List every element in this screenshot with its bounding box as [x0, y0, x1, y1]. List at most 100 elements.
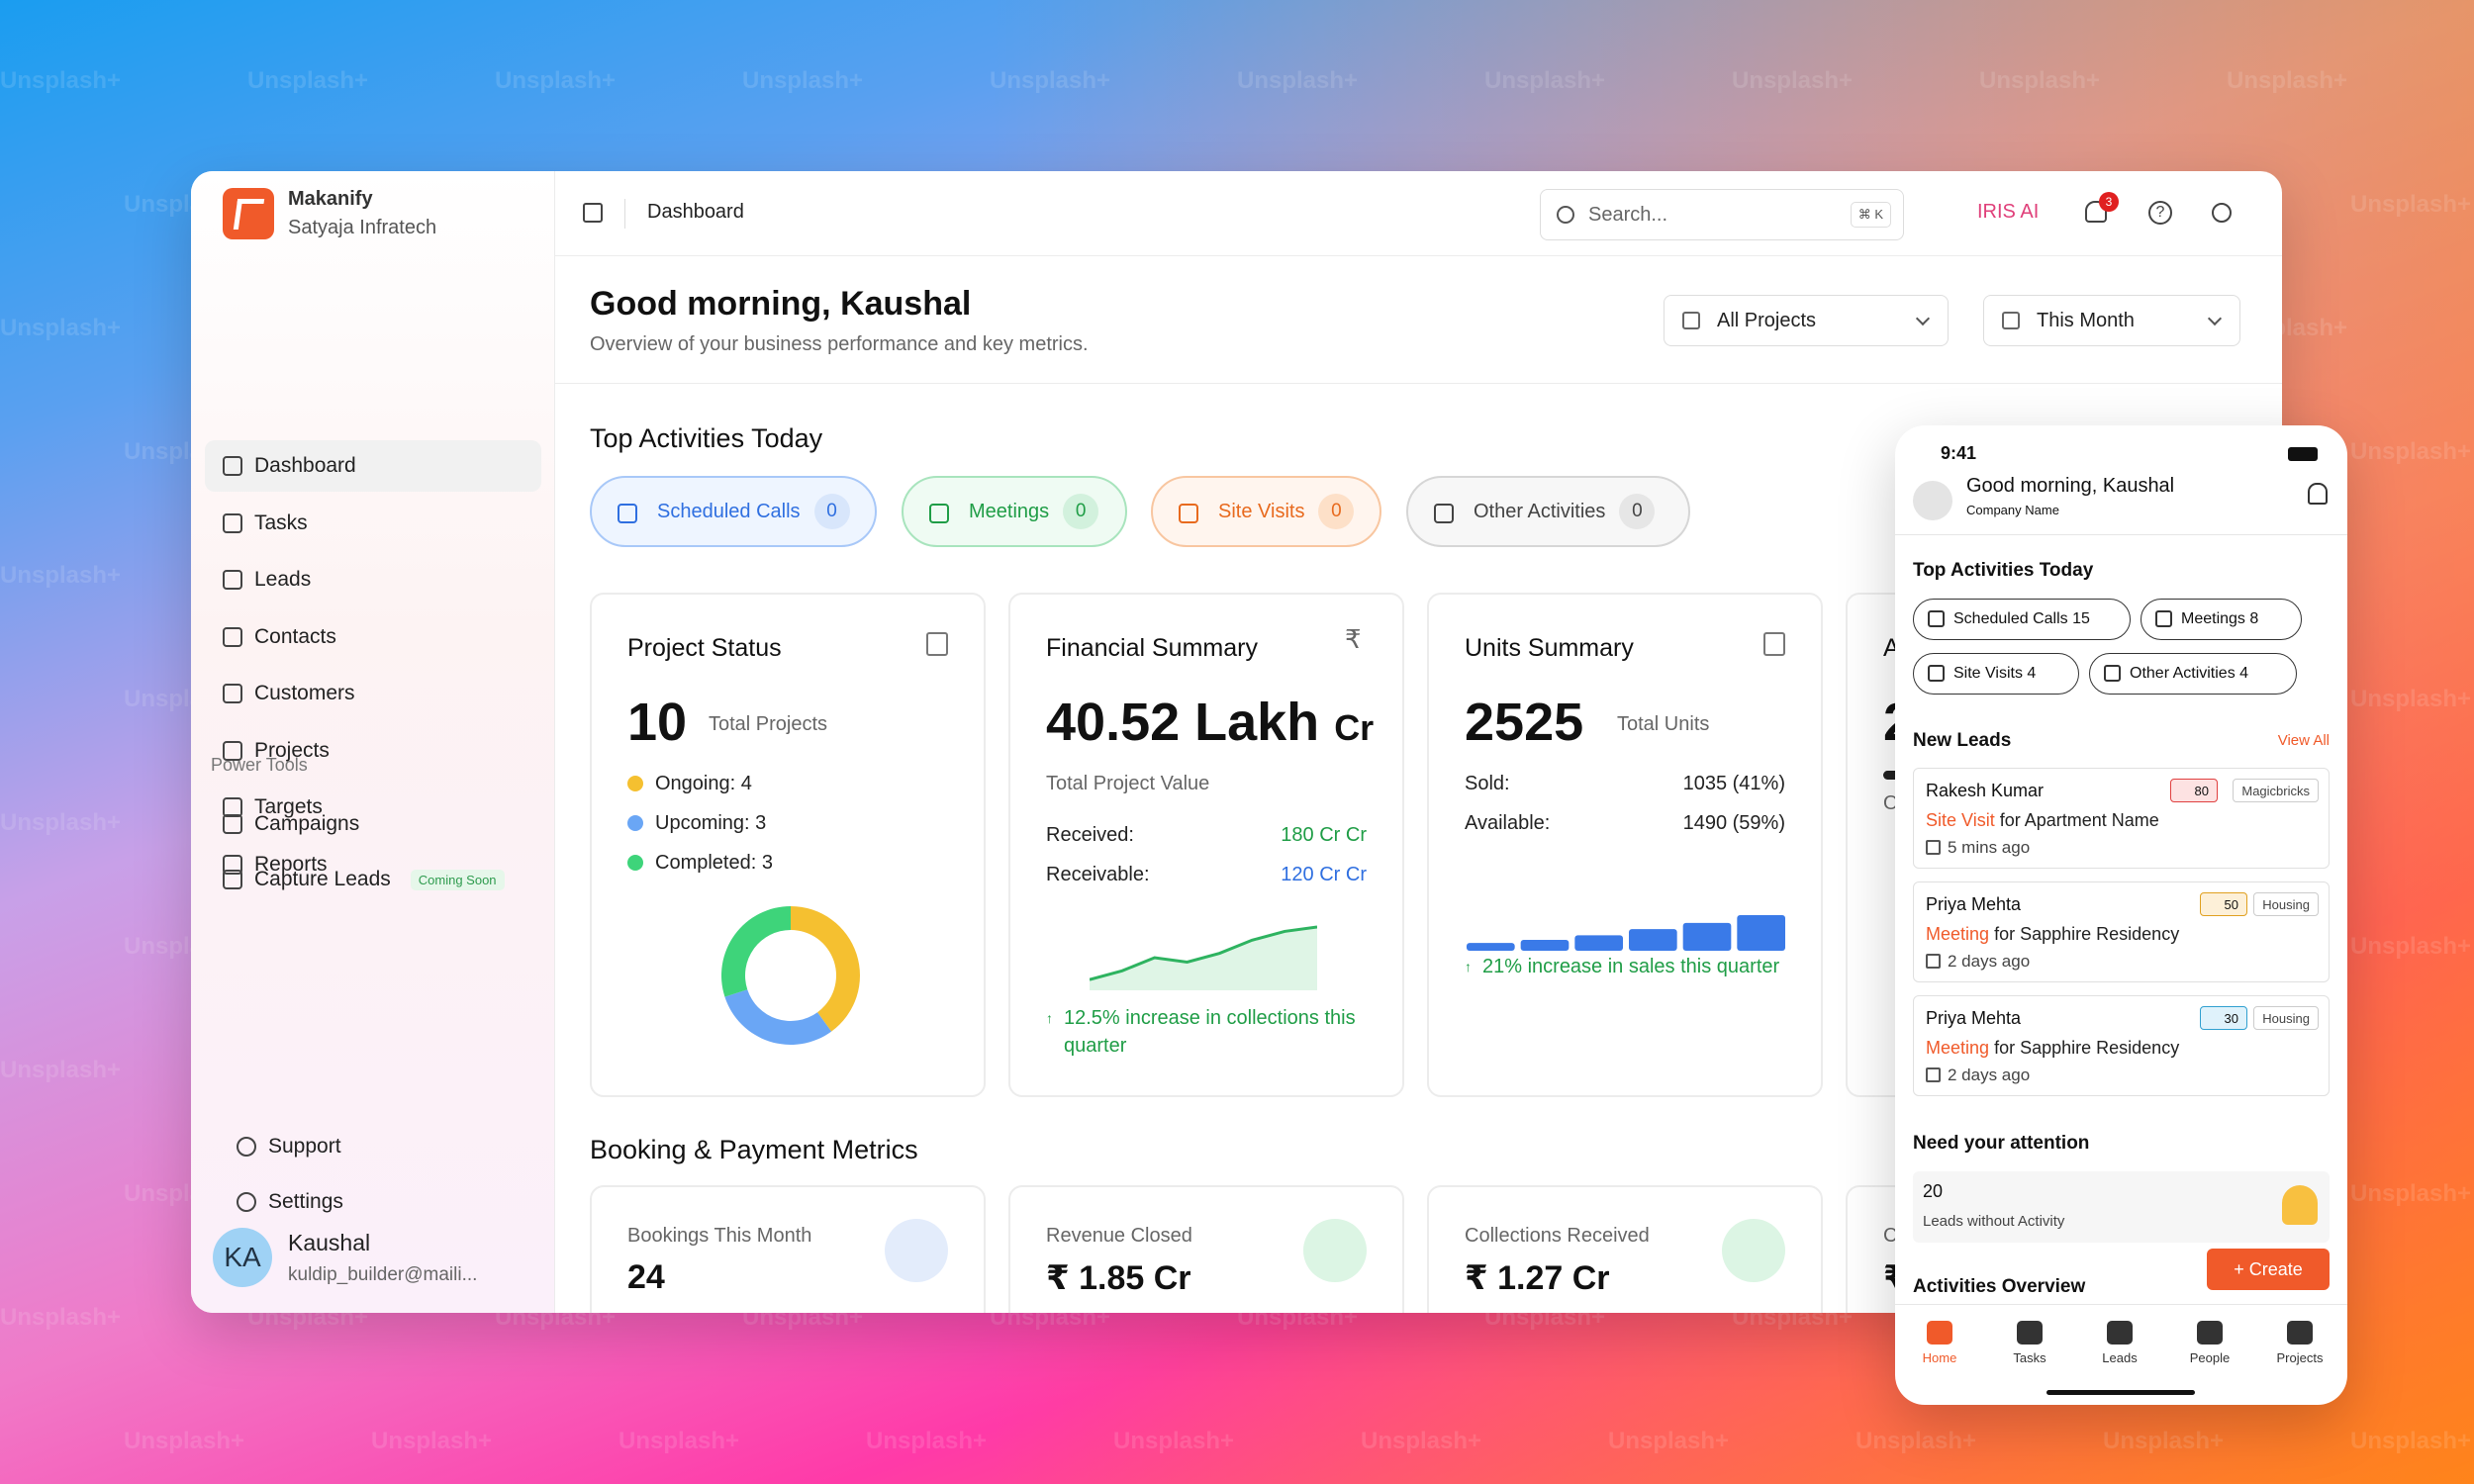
units-bar — [1574, 935, 1623, 951]
watermark-text: Unsplash+ — [0, 809, 122, 836]
watermark-text: Unsplash+ — [2227, 67, 2348, 94]
activities-overview-title: Activities Overview — [1913, 1276, 2086, 1297]
bell-icon[interactable] — [2308, 483, 2328, 505]
create-button[interactable]: + Create — [2207, 1249, 2330, 1290]
receivable-row: Receivable: 120 Cr Cr — [1046, 864, 1367, 885]
building-icon — [926, 632, 948, 656]
tab-leads[interactable]: Leads — [2075, 1321, 2164, 1365]
lead-card[interactable]: Priya Mehta 50 Housing Meeting for Sapphire… — [1913, 881, 2330, 982]
scheduled-calls-chip[interactable]: Scheduled Calls 0 — [590, 476, 877, 547]
sidebar-item-leads[interactable]: Leads — [205, 554, 541, 605]
lead-source-badge: Magicbricks — [2233, 779, 2319, 802]
mobile-preview: 9:41 Good morning, Kaushal Company Name … — [1895, 425, 2347, 1405]
metric-value: 24 — [627, 1258, 665, 1296]
tab-projects[interactable]: Projects — [2255, 1321, 2344, 1365]
watermark-text: Unsplash+ — [866, 1428, 988, 1454]
total-projects-value: 10 — [627, 693, 688, 752]
site-visits-chip[interactable]: Site Visits 0 — [1151, 476, 1381, 547]
sidebar-item-tasks[interactable]: Tasks — [205, 498, 541, 549]
tab-home[interactable]: Home — [1895, 1321, 1984, 1365]
units-bar — [1682, 922, 1732, 951]
lead-activity: Site Visit for Apartment Name — [1926, 810, 2159, 830]
avatar[interactable] — [1913, 481, 1952, 520]
avatar[interactable]: KA — [213, 1228, 272, 1287]
watermark-text: Unsplash+ — [2350, 686, 2472, 712]
bell-icon[interactable] — [2085, 201, 2107, 223]
sidebar-item-capture-leads[interactable]: Capture Leads Coming Soon — [205, 854, 541, 905]
gear-icon — [237, 1192, 256, 1212]
sidebar-item-settings[interactable]: Settings — [219, 1176, 535, 1228]
available-row: Available: 1490 (59%) — [1465, 812, 1785, 834]
booking-title: Booking & Payment Metrics — [590, 1135, 918, 1164]
sold-row: Sold: 1035 (41%) — [1465, 773, 1785, 794]
sidebar-item-campaigns[interactable]: Campaigns — [205, 798, 541, 850]
sidebar-item-label: Contacts — [254, 624, 336, 648]
lead-time: 2 days ago — [1948, 1066, 2031, 1084]
tab-tasks[interactable]: Tasks — [1985, 1321, 2074, 1365]
phone-chip-calls[interactable]: Scheduled Calls 15 — [1913, 599, 2131, 640]
lead-source-badge: Housing — [2253, 892, 2319, 916]
card-title: Financial Summary — [1046, 634, 1258, 662]
watermark-text: Unsplash+ — [371, 1428, 493, 1454]
page-title: Good morning, Kaushal — [590, 285, 972, 323]
building-icon — [885, 1219, 948, 1282]
card-title: Units Summary — [1465, 634, 1634, 662]
chip-label: Scheduled Calls — [657, 500, 801, 522]
sidebar-item-dashboard[interactable]: Dashboard — [205, 440, 541, 492]
sidebar-item-contacts[interactable]: Contacts — [205, 611, 541, 663]
card-title: Project Status — [627, 634, 782, 662]
watermark-text: Unsplash+ — [124, 1428, 245, 1454]
sidebar-item-targets[interactable]: Targets — [205, 782, 541, 833]
theme-toggle-icon[interactable] — [2212, 203, 2232, 223]
sidebar-item-customers[interactable]: Customers — [205, 668, 541, 719]
collections-sparkline — [1090, 925, 1317, 990]
lead-source-badge: Housing — [2253, 1006, 2319, 1030]
building-icon — [1928, 665, 1945, 682]
lead-card[interactable]: Priya Mehta 30 Housing Meeting for Sapphire… — [1913, 995, 2330, 1096]
view-all-link[interactable]: View All — [2277, 732, 2330, 749]
divider — [624, 199, 625, 229]
sidebar-item-support[interactable]: Support — [219, 1121, 535, 1172]
watermark-text: Unsplash+ — [2350, 933, 2472, 960]
contacts-icon — [223, 626, 242, 647]
phone-chip-site-visits[interactable]: Site Visits 4 — [1913, 653, 2079, 695]
sidebar-item-projects[interactable]: Projects — [205, 725, 541, 777]
phone-icon — [1928, 610, 1945, 627]
coming-soon-badge: Coming Soon — [410, 869, 505, 890]
watermark-text: Unsplash+ — [618, 1428, 740, 1454]
iris-ai-button[interactable]: IRIS AI — [1977, 201, 2040, 223]
watermark-text: Unsplash+ — [2350, 1180, 2472, 1207]
lead-card[interactable]: Rakesh Kumar 80 Magicbricks Site Visit for … — [1913, 768, 2330, 869]
units-bar — [1520, 940, 1570, 951]
phone-chip-other[interactable]: Other Activities 4 — [2089, 653, 2297, 695]
search-input[interactable]: Search... ⌘ K — [1540, 189, 1904, 240]
units-bar — [1467, 943, 1515, 951]
other-activities-chip[interactable]: Other Activities 0 — [1406, 476, 1690, 547]
period-filter[interactable]: This Month — [1983, 295, 2240, 346]
projects-filter[interactable]: All Projects — [1664, 295, 1949, 346]
org-name: Makanify — [288, 188, 373, 210]
tasks-icon — [223, 512, 242, 533]
sidebar-item-label: Projects — [254, 738, 330, 762]
sidebar-item-reports[interactable]: Reports — [205, 839, 541, 890]
lead-name: Rakesh Kumar — [1926, 781, 2045, 800]
watermark-text: Unsplash+ — [1237, 67, 1359, 94]
org-block: Makanify Satyaja Infratech — [288, 185, 436, 242]
received-row: Received: 180 Cr Cr — [1046, 824, 1367, 846]
sales-note: 21% increase in sales this quarter — [1465, 953, 1791, 980]
watermark-text: Unsplash+ — [0, 315, 122, 341]
meetings-chip[interactable]: Meetings 0 — [902, 476, 1127, 547]
partial-label: O — [1883, 792, 1899, 814]
bell-icon — [2282, 1185, 2318, 1225]
building-icon — [1179, 504, 1198, 523]
sidebar-toggle-icon[interactable] — [583, 203, 603, 223]
calendar-icon — [1434, 504, 1454, 523]
phone-chip-meetings[interactable]: Meetings 8 — [2141, 599, 2302, 640]
chevron-down-icon — [1915, 311, 1931, 326]
target-icon — [223, 797, 242, 817]
legend-ongoing: Ongoing: 4 — [627, 773, 948, 795]
help-icon[interactable]: ? — [2148, 201, 2172, 225]
sidebar-item-label: Campaigns — [254, 812, 360, 835]
tab-people[interactable]: People — [2165, 1321, 2254, 1365]
attention-card[interactable]: 20 Leads without Activity — [1913, 1171, 2330, 1243]
